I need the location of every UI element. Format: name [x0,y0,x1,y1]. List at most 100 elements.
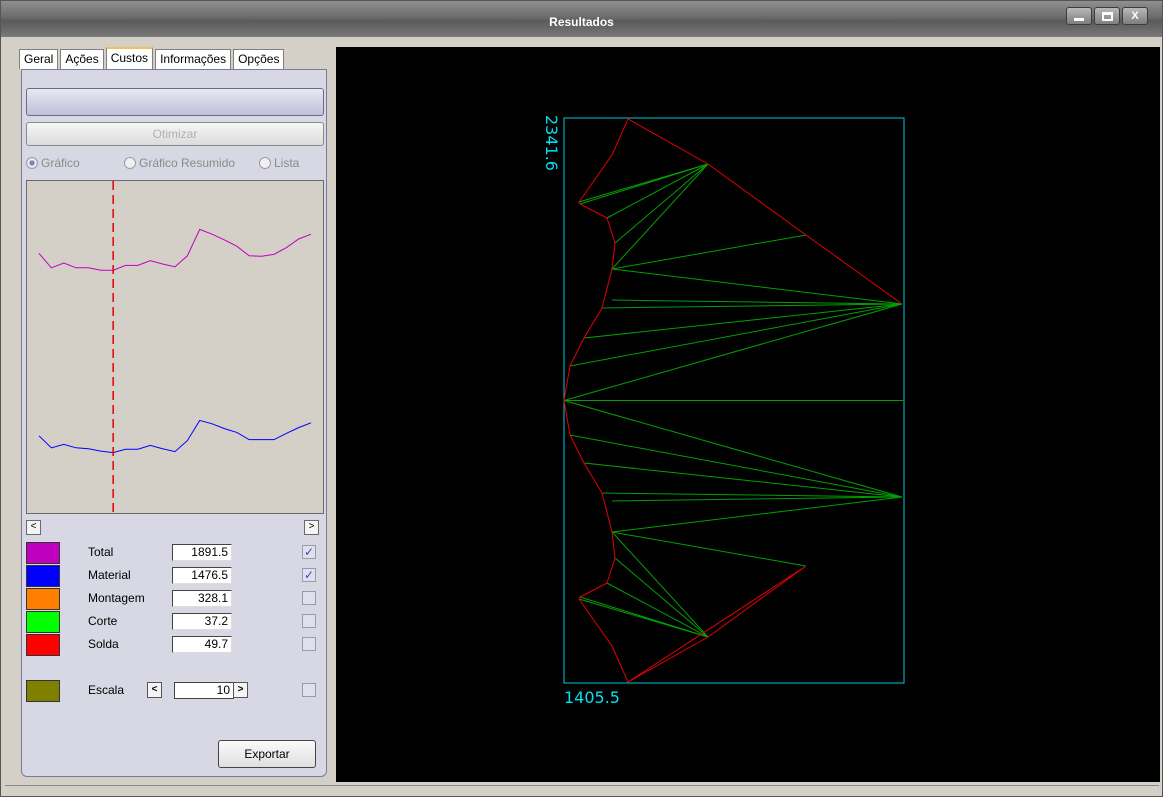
left-panel: Geral Ações Custos Informações Opções Ot… [9,45,331,780]
checkbox-material[interactable]: ✓ [302,568,316,582]
custos-tab-panel: Otimizar Gráfico Gráfico Resumido Lista [21,69,327,777]
maximize-icon [1101,11,1113,21]
window-controls: X [1066,7,1148,25]
series-line-1 [38,419,312,454]
escala-row: Escala < 10 > [26,680,324,702]
window-title: Resultados [549,15,614,29]
checkbox-escala[interactable] [302,683,316,697]
escala-label: Escala [88,683,125,697]
exportar-button[interactable]: Exportar [218,740,316,768]
truss-member [611,234,807,270]
tab-custos[interactable]: Custos [105,47,154,69]
truss-member [579,596,709,638]
drawing-canvas[interactable]: 2341.6 1405.5 [336,47,1160,782]
cost-graph[interactable] [26,180,324,514]
truss-member [614,163,709,244]
color-swatch-solda[interactable] [26,634,60,656]
truss-member [583,462,903,498]
series-line-0 [38,228,312,271]
truss-member [583,303,903,339]
truss-member [611,496,903,533]
color-swatch-material[interactable] [26,565,60,587]
cost-row-total: Total 1891.5 ✓ [26,542,324,564]
minimize-icon [1074,17,1084,21]
close-icon: X [1131,10,1139,22]
checkbox-montagem[interactable] [302,591,316,605]
tab-geral[interactable]: Geral [19,49,59,69]
cost-line-chart [38,181,312,513]
truss-outline [563,118,903,683]
cost-label-corte: Corte [88,614,118,628]
truss-member [606,163,709,219]
scroll-right-button[interactable]: > [304,520,319,535]
radio-selected-icon [26,157,38,169]
truss-member [569,303,903,367]
tab-strip: Geral Ações Custos Informações Opções [19,47,286,69]
cost-label-solda: Solda [88,637,119,651]
radio-unselected-icon [259,157,271,169]
truss-member [569,434,903,498]
checkbox-solda[interactable] [302,637,316,651]
checkbox-total[interactable]: ✓ [302,545,316,559]
close-button[interactable]: X [1122,7,1148,25]
truss-member [601,492,903,498]
cost-label-montagem: Montagem [88,591,145,605]
cost-label-total: Total [88,545,114,559]
radio-lista-label: Lista [274,156,300,170]
truss-member [611,531,709,638]
radio-grafico-label: Gráfico [41,156,80,170]
scroll-left-button[interactable]: < [26,520,41,535]
cost-value-solda[interactable]: 49.7 [172,636,232,653]
radio-grafico-resumido[interactable]: Gráfico Resumido [124,156,235,170]
truss-member [614,557,709,638]
cost-row-corte: Corte 37.2 [26,611,324,633]
cost-row-solda: Solda 49.7 [26,634,324,656]
truss-member [611,299,903,305]
truss-member [611,496,903,502]
truss-member [606,582,709,638]
cost-row-montagem: Montagem 328.1 [26,588,324,610]
checkbox-corte[interactable] [302,614,316,628]
cost-label-material: Material [88,568,131,582]
otimizar-button[interactable]: Otimizar [26,122,324,146]
color-swatch-corte[interactable] [26,611,60,633]
tab-informacoes[interactable]: Informações [155,49,232,69]
check-icon: ✓ [303,568,315,582]
truss-drawing: 2341.6 1405.5 [542,115,905,707]
escala-increase-button[interactable]: > [233,682,248,698]
radio-grafico[interactable]: Gráfico [26,156,80,170]
cost-value-material[interactable]: 1476.5 [172,567,232,584]
maximize-button[interactable] [1094,7,1120,25]
escala-value-field[interactable]: 10 [174,682,234,699]
status-bar [5,785,1159,795]
truss-member [563,400,903,498]
minimize-button[interactable] [1066,7,1092,25]
truss-member [579,163,709,205]
title-bar[interactable]: Resultados X [1,1,1162,37]
radio-unselected-icon [124,157,136,169]
tab-acoes[interactable]: Ações [60,49,104,69]
truss-member [611,163,709,270]
truss-members [563,163,904,638]
cost-value-corte[interactable]: 37.2 [172,613,232,630]
cost-value-montagem[interactable]: 328.1 [172,590,232,607]
cost-row-material: Material 1476.5 ✓ [26,565,324,587]
truss-member [601,303,903,309]
truss-member [611,531,807,567]
tab-opcoes[interactable]: Opções [233,49,285,69]
cost-value-total[interactable]: 1891.5 [172,544,232,561]
radio-lista[interactable]: Lista [259,156,299,170]
radio-grafico-resumido-label: Gráfico Resumido [139,156,236,170]
height-dimension-label: 2341.6 [542,115,561,171]
truss-member [563,303,903,401]
truss-member [611,268,903,305]
color-swatch-montagem[interactable] [26,588,60,610]
color-swatch-escala[interactable] [26,680,60,702]
width-dimension-label: 1405.5 [564,688,620,707]
escala-decrease-button[interactable]: < [147,682,162,698]
view-options: Gráfico Gráfico Resumido Lista [26,156,324,174]
panel-header-bar [26,88,324,116]
color-swatch-total[interactable] [26,542,60,564]
check-icon: ✓ [303,545,315,559]
